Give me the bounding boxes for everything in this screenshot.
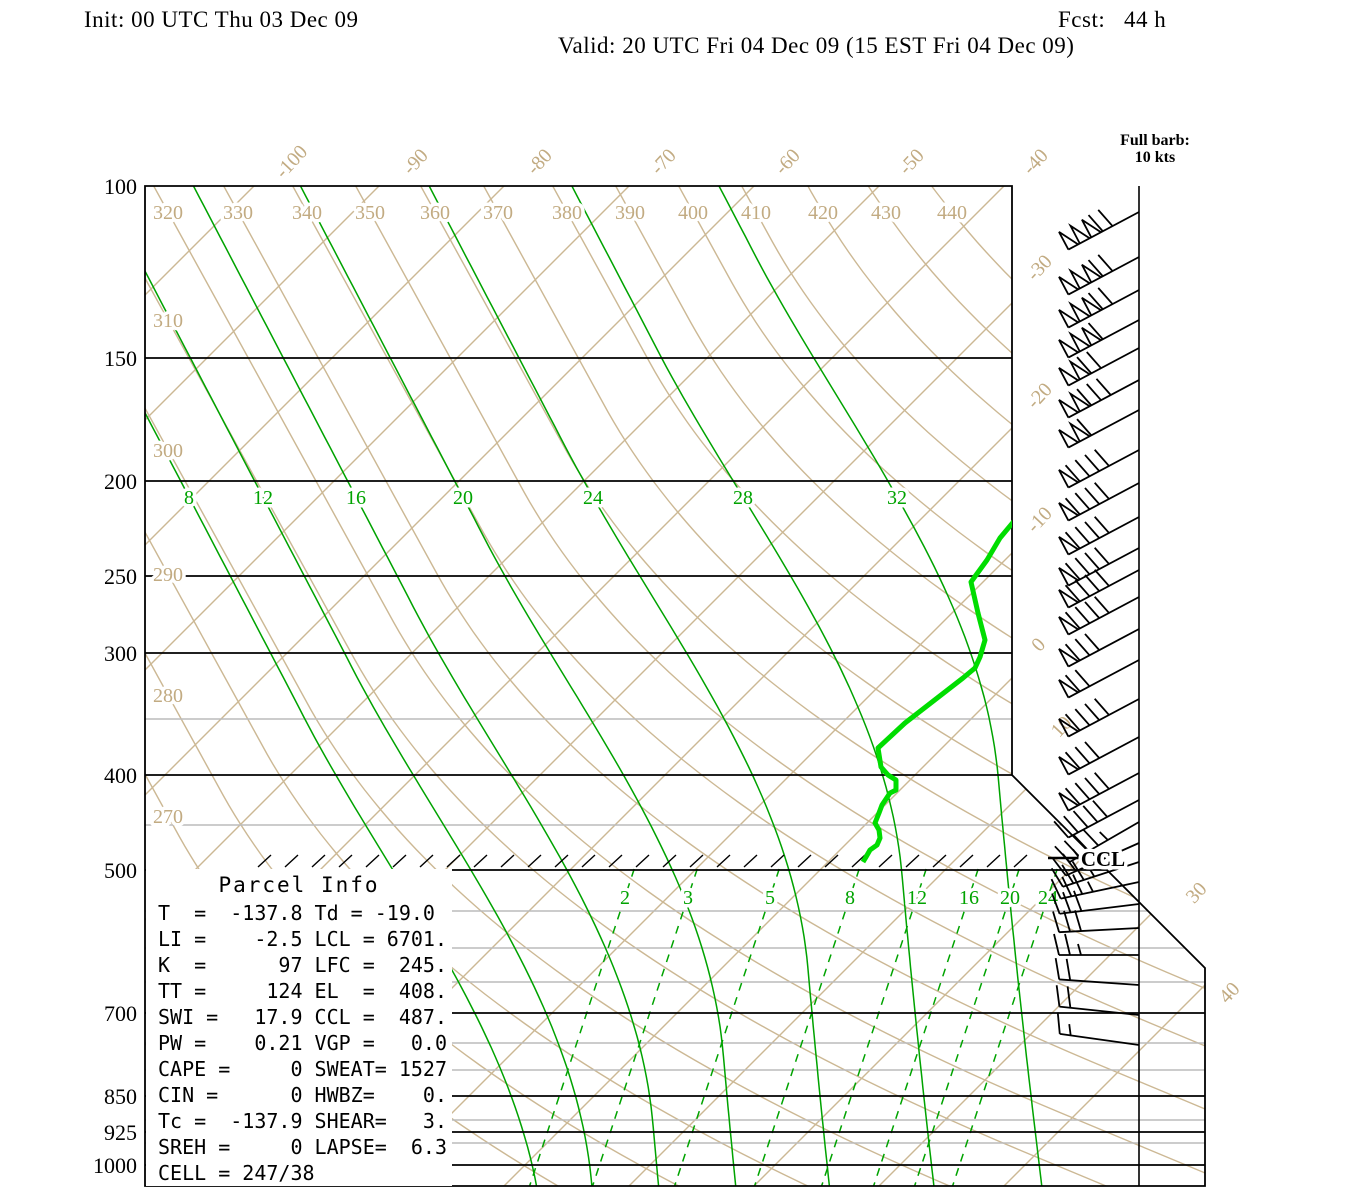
pressure-tick-label: 100 xyxy=(104,174,137,199)
parcel-info-row: Tc = -137.9 SHEAR= 3. xyxy=(158,1109,447,1133)
moist-adiabat-label: 32 xyxy=(887,487,907,509)
dry-adiabat-label: 380 xyxy=(552,202,582,224)
dry-adiabat-label: 310 xyxy=(153,310,183,332)
moist-adiabat-label: 8 xyxy=(184,487,194,509)
parcel-info-row: T = -137.8 Td = -19.0 xyxy=(158,901,435,925)
barb-scale-line1: Full barb: xyxy=(1120,132,1190,149)
pressure-tick-label: 250 xyxy=(104,564,137,589)
isotherm-label: -90 xyxy=(398,145,432,180)
isotherm-label: -30 xyxy=(1022,251,1056,286)
wind-barbs xyxy=(1050,186,1140,1186)
pressure-tick-label: 925 xyxy=(104,1120,137,1145)
surface-hatching xyxy=(257,854,1028,868)
dry-adiabat-label: 270 xyxy=(153,806,183,828)
dry-adiabat-label: 370 xyxy=(483,202,513,224)
parcel-info-row: SWI = 17.9 CCL = 487. xyxy=(158,1005,447,1029)
ccl-marker: CCL xyxy=(1048,844,1129,875)
pressure-tick-label: 700 xyxy=(104,1001,137,1026)
dry-adiabat-label: 280 xyxy=(153,685,183,707)
isotherm-label: 40 xyxy=(1215,978,1245,1008)
pressure-tick-label: 500 xyxy=(104,858,137,883)
dry-adiabat-label: 440 xyxy=(937,202,967,224)
pressure-tick-label: 1000 xyxy=(93,1153,137,1178)
mixing-ratio-label: 5 xyxy=(765,887,775,909)
dry-adiabat-label: 430 xyxy=(871,202,901,224)
mixing-ratio-label: 2 xyxy=(620,887,630,909)
isotherm-label: 0 xyxy=(1027,634,1050,656)
init-time-label: Init: 00 UTC Thu 03 Dec 09 xyxy=(84,7,359,32)
pressure-tick-label: 200 xyxy=(104,469,137,494)
parcel-info-box: Parcel Info T = -137.8 Td = -19.0 LI = -2… xyxy=(146,869,452,1186)
barb-scale-legend: Full barb: 10 kts xyxy=(1090,132,1220,166)
parcel-info-row: PW = 0.21 VGP = 0.0 xyxy=(158,1031,447,1055)
dry-adiabat-label: 300 xyxy=(153,440,183,462)
mixing-ratio-label: 12 xyxy=(907,887,927,909)
forecast-hour-label: Fcst: 44 h xyxy=(1058,7,1167,32)
parcel-info-row: K = 97 LFC = 245. xyxy=(158,953,447,977)
pressure-tick-label: 850 xyxy=(104,1084,137,1109)
moist-adiabat-label: 12 xyxy=(253,487,273,509)
parcel-info-row: SREH = 0 LAPSE= 6.3 xyxy=(158,1135,447,1159)
dry-adiabat-label: 290 xyxy=(153,564,183,586)
dry-adiabat-label: 330 xyxy=(223,202,253,224)
barb-scale-line2: 10 kts xyxy=(1134,149,1176,166)
moist-adiabat-label: 24 xyxy=(583,487,603,509)
pressure-tick-label: 400 xyxy=(104,763,137,788)
isotherm-label: -80 xyxy=(522,145,556,180)
isotherm-label: 30 xyxy=(1182,878,1212,908)
pressure-axis-labels: 100 150 200 250 300 400 500 700 850 925 1000 xyxy=(93,174,137,1178)
mixing-ratio-label: 20 xyxy=(1000,887,1020,909)
parcel-info-rows: T = -137.8 Td = -19.0 LI = -2.5 LCL = 670… xyxy=(146,900,452,1186)
parcel-info-title: Parcel Info xyxy=(218,873,380,897)
mixing-ratio-lines xyxy=(528,868,1058,1186)
plot-border xyxy=(144,185,1206,1187)
dry-adiabat-label: 420 xyxy=(808,202,838,224)
parcel-info-row: LI = -2.5 LCL = 6701. xyxy=(158,927,447,951)
moist-adiabat-label: 20 xyxy=(453,487,473,509)
moist-adiabat-lines xyxy=(145,186,1043,1186)
mixing-ratio-label: 16 xyxy=(959,887,979,909)
valid-time-label: Valid: 20 UTC Fri 04 Dec 09 (15 EST Fri … xyxy=(558,33,1075,58)
mixing-ratio-label: 3 xyxy=(683,887,693,909)
dry-adiabat-label: 390 xyxy=(615,202,645,224)
isotherm-label: -70 xyxy=(646,145,680,180)
isotherm-label: -10 xyxy=(1022,503,1056,538)
isotherm-label: -50 xyxy=(894,145,928,180)
mixing-ratio-label: 8 xyxy=(845,887,855,909)
parcel-info-row: CELL = 247/38 xyxy=(158,1161,315,1185)
dry-adiabat-label: 320 xyxy=(153,202,183,224)
isotherm-label: -100 xyxy=(271,141,312,183)
dry-adiabat-label: 350 xyxy=(355,202,385,224)
parcel-info-row: CAPE = 0 SWEAT= 1527 xyxy=(158,1057,447,1081)
dry-adiabat-label: 400 xyxy=(678,202,708,224)
ccl-label: CCL xyxy=(1081,847,1125,871)
isotherm-label: -40 xyxy=(1018,145,1052,180)
isotherm-label: -20 xyxy=(1022,379,1056,414)
moist-adiabat-label: 28 xyxy=(733,487,753,509)
pressure-tick-label: 150 xyxy=(104,346,137,371)
parcel-info-row: TT = 124 EL = 408. xyxy=(158,979,447,1003)
pressure-tick-label: 300 xyxy=(104,641,137,666)
parcel-info-row: CIN = 0 HWBZ= 0. xyxy=(158,1083,447,1107)
dry-adiabat-label: 340 xyxy=(292,202,322,224)
isotherm-label: -60 xyxy=(770,145,804,180)
mixing-ratio-label: 24 xyxy=(1038,887,1058,909)
moist-adiabat-label: 16 xyxy=(346,487,366,509)
dry-adiabat-label: 410 xyxy=(741,202,771,224)
dry-adiabat-label: 360 xyxy=(420,202,450,224)
